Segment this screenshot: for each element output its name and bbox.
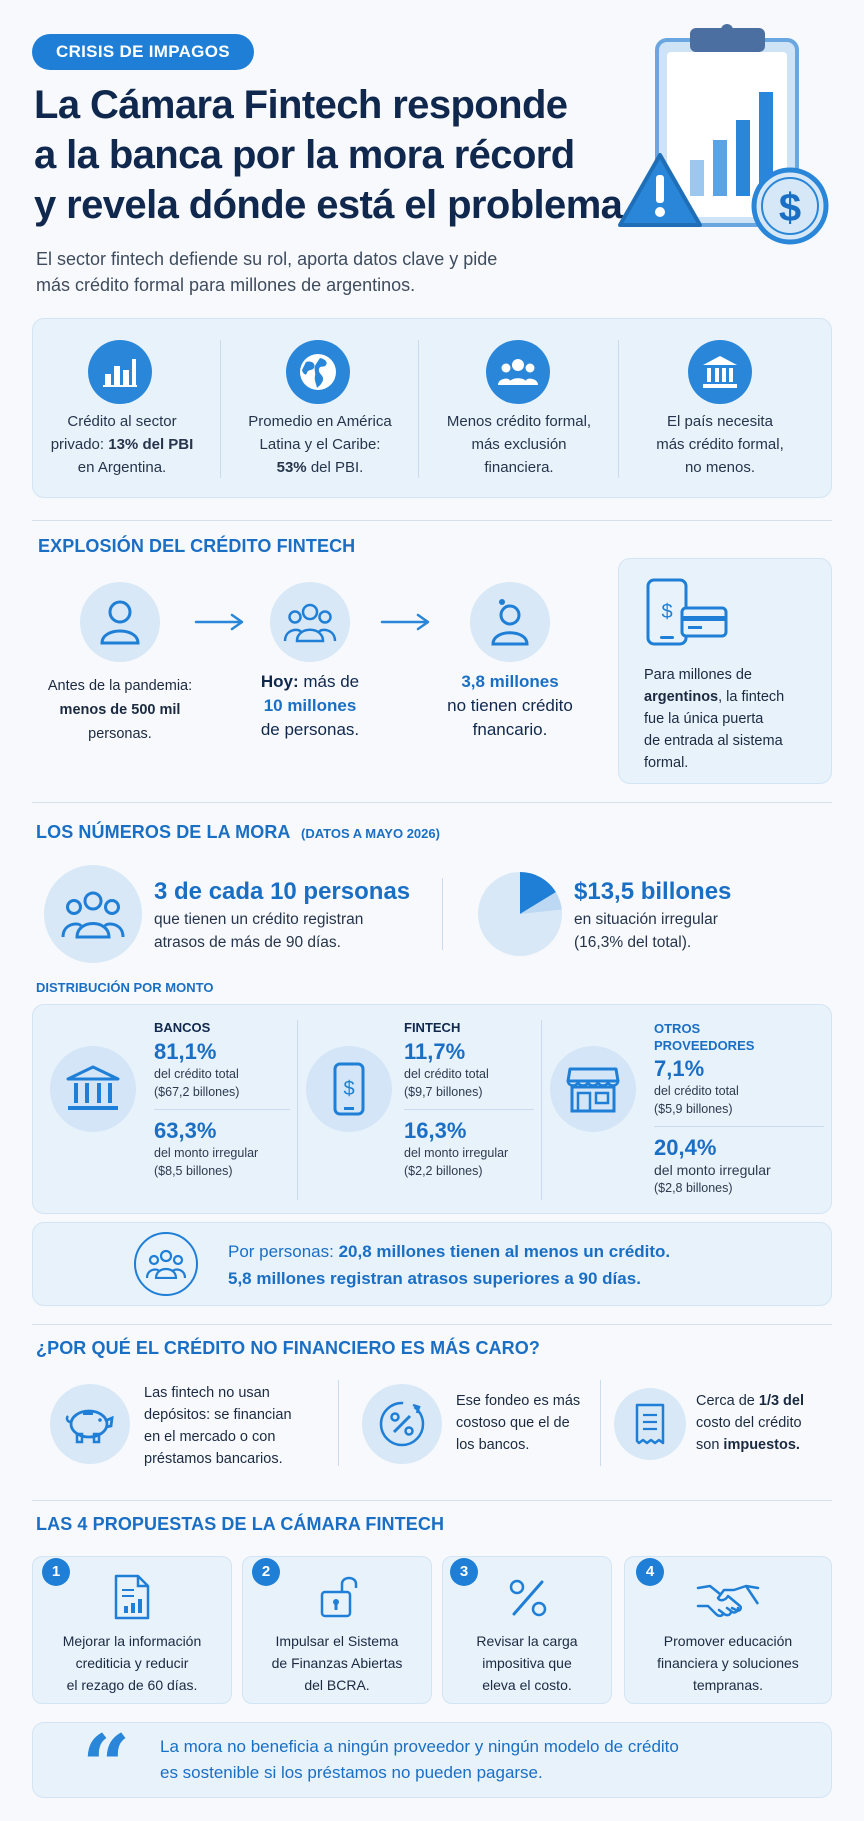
closing-quote-text: La mora no beneficia a ningún proveedor …: [160, 1737, 679, 1782]
provider-others: OTROS PROVEEDORES 7,1% del crédito total…: [654, 1020, 824, 1197]
explosion-before-pandemic: Antes de la pandemia: menos de 500 mil p…: [47, 678, 193, 742]
provider-fintech: FINTECH 11,7% del crédito total ($9,7 bi…: [404, 1020, 534, 1180]
people-group-icon: [44, 865, 142, 963]
bank-icon: [688, 340, 752, 404]
category-tag: CRISIS DE IMPAGOS: [32, 34, 254, 70]
page-subtitle: El sector fintech defiende su rol, aport…: [36, 249, 498, 295]
proposal-text-4: Promover educación financiera y solucion…: [657, 1633, 799, 1693]
handshake-icon: [696, 1584, 760, 1618]
section-title-explosion: EXPLOSIÓN DEL CRÉDITO FINTECH: [38, 536, 356, 556]
globe-icon: [286, 340, 350, 404]
explosion-note-text: Para millones de argentinos, la fintech …: [644, 667, 785, 771]
percent-icon: [509, 1579, 547, 1617]
page-title: La Cámara Fintech responde a la banca po…: [34, 83, 623, 227]
report-icon: [114, 1574, 150, 1620]
people-icon: [486, 340, 550, 404]
intro-card-private-credit: Crédito al sector privado: 13% del PBI e…: [50, 413, 194, 476]
section-title-mora: LOS NÚMEROS DE LA MORA (DATOS A MAYO 202…: [36, 822, 440, 842]
arrow-right-icon: [194, 613, 244, 631]
bar-chart-icon: [88, 340, 152, 404]
explosion-note-card: [618, 558, 832, 784]
section-title-proposals: LAS 4 PROPUESTAS DE LA CÁMARA FINTECH: [36, 1514, 445, 1534]
intro-card-country-needs: El país necesita más crédito formal, no …: [656, 413, 784, 476]
explosion-today: Hoy: más de 10 millones de personas.: [260, 672, 360, 739]
distribution-title: DISTRIBUCIÓN POR MONTO: [36, 980, 214, 995]
closing-quote-panel: [32, 1722, 832, 1798]
mora-stat-amount: $13,5 billones en situación irregular (1…: [574, 878, 732, 951]
proposal-text-3: Revisar la carga impositiva que eleva el…: [476, 1633, 578, 1693]
group-icon: [270, 582, 350, 662]
people-banner-text: Por personas: 20,8 millones tienen al me…: [228, 1242, 671, 1288]
piggy-bank-icon: [50, 1384, 130, 1464]
pie-slice-irregular: [520, 872, 556, 914]
clipboard-chart-warning-illustration: $: [618, 24, 829, 245]
receipt-icon: [614, 1388, 686, 1460]
smartphone-money-icon: $: [306, 1046, 392, 1132]
proposal-number-badge: 4: [636, 1558, 664, 1586]
svg-text:$: $: [779, 186, 801, 230]
proposal-text-2: Impulsar el Sistema de Finanzas Abiertas…: [271, 1633, 403, 1693]
mora-stat-people: 3 de cada 10 personas que tienen un créd…: [154, 878, 411, 951]
phone-card-icon: $: [646, 578, 728, 646]
proposal-number-badge: 1: [42, 1558, 70, 1586]
unlock-icon: [320, 1576, 358, 1618]
provider-banks: BANCOS 81,1% del crédito total ($67,2 bi…: [154, 1020, 290, 1180]
svg-text:$: $: [661, 601, 672, 623]
pie-slice-accent: [520, 892, 562, 914]
irregular-share-pie: [478, 872, 562, 956]
proposal-number-badge: 3: [450, 1558, 478, 1586]
quote-mark-icon: “: [82, 1716, 131, 1815]
proposal-text-1: Mejorar la información crediticia y redu…: [62, 1633, 202, 1693]
why-item-funding: Las fintech no usan depósitos: se financ…: [144, 1385, 292, 1467]
proposal-number-badge: 2: [252, 1558, 280, 1586]
intro-card-latam-average: Promedio en América Latina y el Caribe: …: [248, 413, 392, 476]
person-alert-icon: [470, 582, 550, 662]
arrow-right-icon: [380, 613, 430, 631]
person-icon: [80, 582, 160, 662]
bank-icon: [50, 1046, 136, 1132]
percent-icon: [362, 1384, 442, 1464]
section-title-why: ¿POR QUÉ EL CRÉDITO NO FINANCIERO ES MÁS…: [36, 1338, 540, 1358]
svg-text:$: $: [343, 1078, 354, 1100]
storefront-icon: [550, 1046, 636, 1132]
intro-card-financial-exclusion: Menos crédito formal, más exclusión fina…: [446, 413, 592, 476]
explosion-no-credit: 3,8 millones no tienen crédito fnancario…: [447, 672, 573, 739]
why-item-taxes: Cerca de 1/3 del costo del crédito son i…: [696, 1393, 805, 1453]
why-item-cost: Ese fondeo es más costoso que el de los …: [456, 1393, 581, 1453]
people-group-icon: [134, 1232, 198, 1296]
